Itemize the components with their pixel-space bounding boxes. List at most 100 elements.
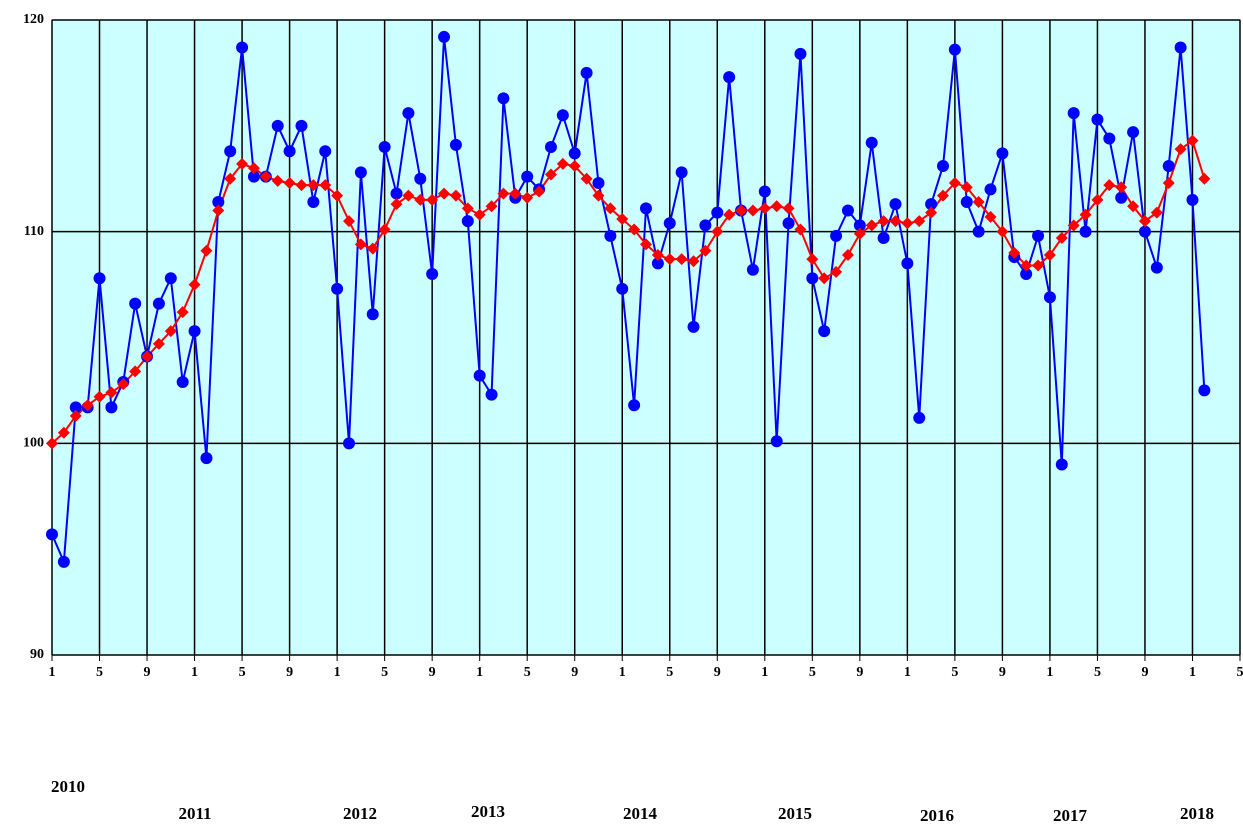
point bbox=[461, 202, 474, 215]
point bbox=[1150, 261, 1163, 274]
point bbox=[378, 223, 391, 236]
point bbox=[687, 255, 700, 268]
point bbox=[1150, 206, 1163, 219]
point bbox=[984, 210, 997, 223]
point bbox=[960, 181, 973, 194]
point bbox=[485, 200, 498, 213]
x-tick-label: 5 bbox=[809, 665, 816, 680]
point bbox=[972, 196, 985, 209]
point bbox=[331, 282, 344, 295]
point bbox=[568, 147, 581, 160]
point bbox=[735, 204, 748, 217]
point bbox=[1079, 208, 1092, 221]
point bbox=[164, 325, 177, 338]
point bbox=[711, 206, 724, 219]
point bbox=[830, 229, 843, 242]
point bbox=[343, 437, 355, 450]
year-label: 2015 bbox=[778, 804, 812, 823]
point bbox=[1138, 215, 1151, 228]
point bbox=[794, 47, 807, 60]
point bbox=[188, 278, 201, 291]
point bbox=[366, 242, 379, 255]
point bbox=[1198, 172, 1211, 185]
point bbox=[93, 272, 106, 285]
x-tick-label: 9 bbox=[999, 665, 1006, 680]
point bbox=[628, 223, 641, 236]
point bbox=[46, 528, 58, 541]
point bbox=[746, 263, 759, 276]
point bbox=[628, 399, 641, 412]
point bbox=[402, 107, 415, 120]
x-tick-label: 1 bbox=[761, 665, 768, 680]
point bbox=[948, 43, 961, 56]
point bbox=[1103, 179, 1116, 192]
point bbox=[830, 265, 843, 278]
point bbox=[141, 350, 154, 363]
point bbox=[723, 208, 736, 221]
point bbox=[841, 248, 854, 261]
point bbox=[1020, 259, 1033, 272]
point bbox=[877, 215, 890, 228]
point bbox=[449, 189, 462, 202]
point bbox=[1055, 232, 1068, 245]
point bbox=[343, 215, 355, 228]
point bbox=[354, 166, 367, 179]
point bbox=[925, 198, 938, 211]
y-tick-label: 110 bbox=[24, 224, 44, 239]
point bbox=[937, 189, 949, 202]
x-tick-label: 9 bbox=[144, 665, 151, 680]
year-label: 2011 bbox=[178, 804, 211, 823]
point bbox=[1032, 229, 1045, 242]
point bbox=[271, 174, 284, 187]
point bbox=[1091, 193, 1104, 206]
year-label: 2012 bbox=[343, 804, 377, 823]
point bbox=[485, 388, 498, 401]
x-tick-label: 5 bbox=[1237, 665, 1243, 680]
year-label: 2016 bbox=[920, 806, 954, 825]
point bbox=[794, 223, 807, 236]
point bbox=[544, 141, 557, 153]
point bbox=[319, 145, 332, 158]
point bbox=[247, 162, 260, 175]
point bbox=[711, 225, 724, 238]
year-label: 2014 bbox=[623, 804, 658, 823]
point bbox=[188, 325, 201, 338]
point bbox=[758, 185, 771, 198]
point bbox=[675, 166, 688, 179]
point bbox=[271, 119, 284, 132]
point bbox=[770, 200, 783, 213]
point bbox=[865, 136, 878, 149]
point bbox=[699, 219, 712, 232]
x-tick-label: 9 bbox=[856, 665, 863, 680]
point bbox=[473, 369, 486, 382]
point bbox=[1115, 181, 1128, 194]
x-tick-label: 5 bbox=[96, 665, 103, 680]
point bbox=[853, 227, 866, 240]
x-tick-label: 1 bbox=[619, 665, 626, 680]
x-tick-label: 1 bbox=[1189, 665, 1196, 680]
point bbox=[592, 189, 605, 202]
point bbox=[426, 193, 439, 206]
year-label: 2017 bbox=[1053, 806, 1088, 825]
point bbox=[1127, 200, 1140, 213]
point bbox=[746, 204, 759, 217]
x-tick-label: 9 bbox=[571, 665, 578, 680]
x-tick-label: 1 bbox=[1046, 665, 1053, 680]
x-tick-label: 5 bbox=[1094, 665, 1101, 680]
x-tick-label: 5 bbox=[524, 665, 531, 680]
point bbox=[640, 238, 652, 251]
point bbox=[604, 202, 617, 215]
point bbox=[663, 253, 676, 266]
x-tick-label: 1 bbox=[334, 665, 341, 680]
point bbox=[877, 232, 890, 245]
point bbox=[616, 282, 629, 295]
point bbox=[414, 172, 427, 185]
point bbox=[699, 244, 712, 257]
point bbox=[640, 202, 652, 215]
point bbox=[283, 145, 296, 158]
x-tick-label: 5 bbox=[239, 665, 246, 680]
point bbox=[901, 217, 914, 230]
point bbox=[105, 386, 118, 399]
point bbox=[1174, 41, 1187, 54]
